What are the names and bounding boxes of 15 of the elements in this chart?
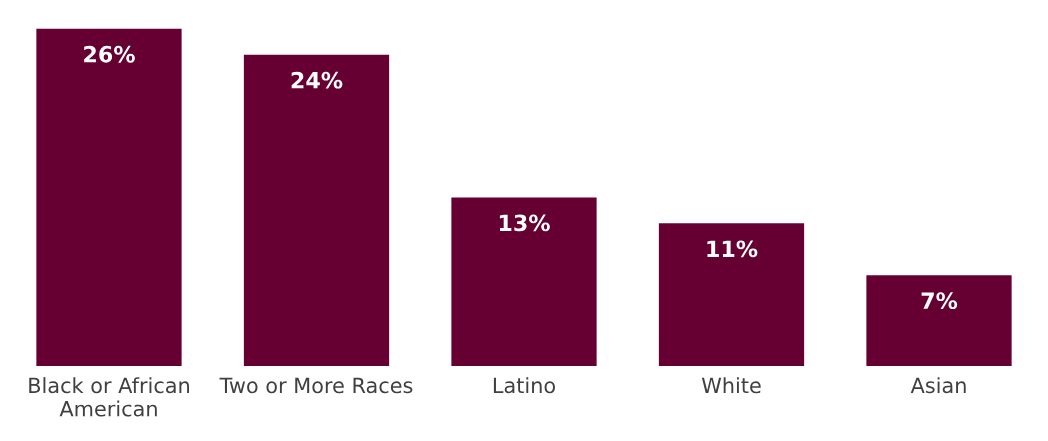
bar	[658, 223, 805, 367]
x-tick-label: Two or More Races	[219, 377, 413, 394]
bar	[866, 275, 1012, 367]
data-label: 7%	[921, 292, 958, 310]
x-tick-label: Latino	[493, 377, 555, 394]
data-label: 11%	[707, 240, 758, 258]
bar	[36, 28, 182, 367]
data-label: 24%	[291, 71, 343, 89]
data-label: 13%	[499, 214, 550, 232]
data-label: 26%	[84, 45, 135, 63]
x-tick-label: White	[701, 377, 761, 394]
x-tick-label: Black or African American	[29, 377, 189, 417]
x-tick-label: Asian	[910, 377, 966, 394]
bar	[451, 197, 597, 367]
bar	[243, 54, 390, 367]
